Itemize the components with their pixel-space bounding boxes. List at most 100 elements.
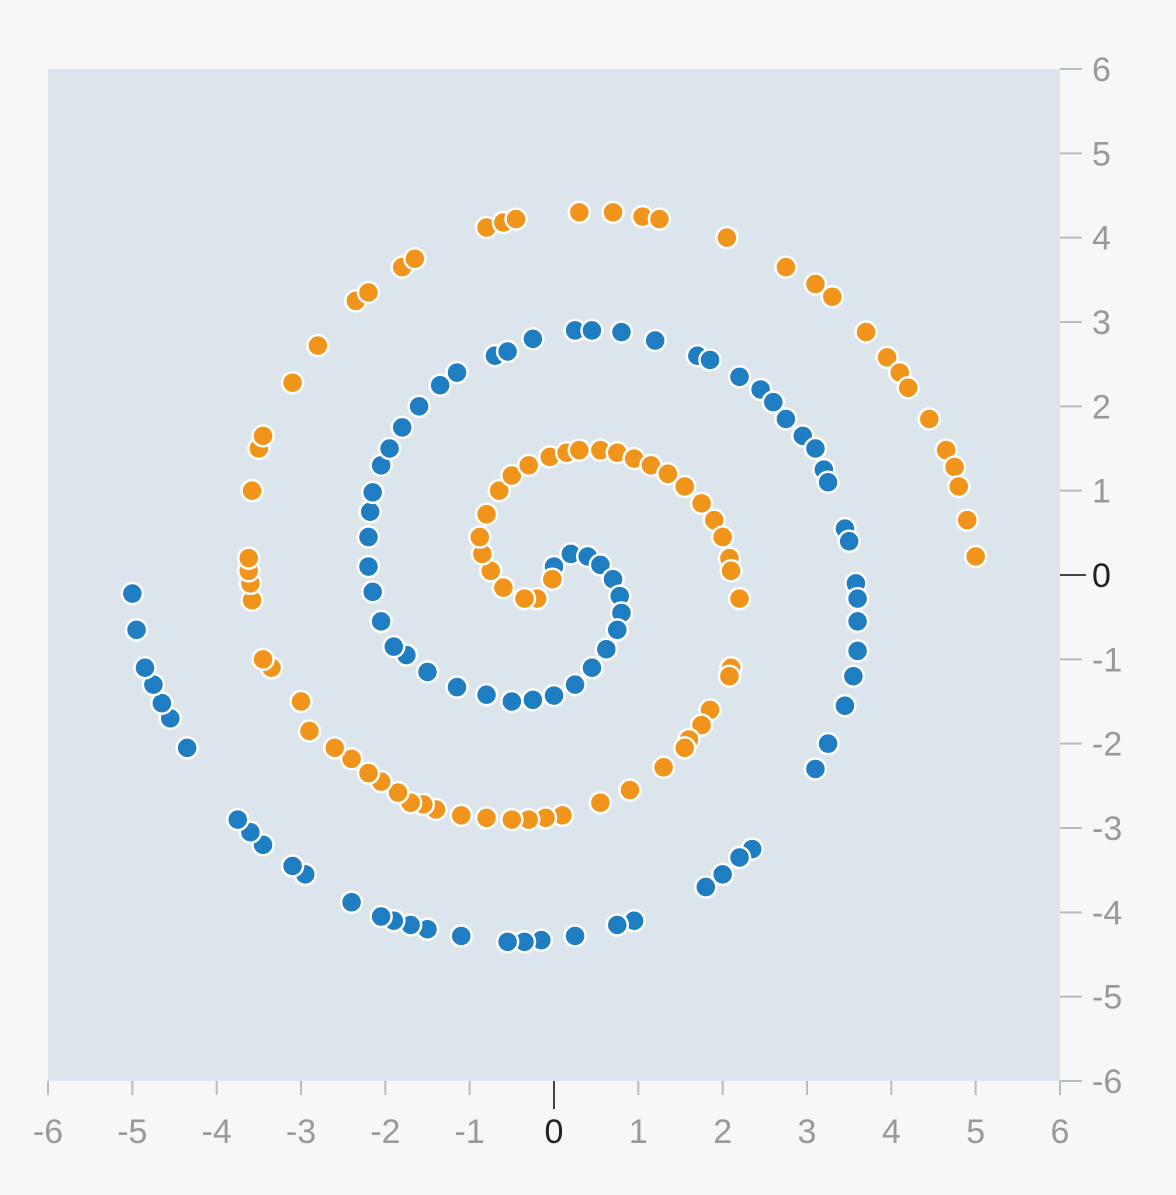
data-point — [698, 348, 722, 372]
y-axis: 6 5 4 3 2 1 0 -1 -2 -3 -4 -5 -6 — [1060, 51, 1122, 1101]
data-point — [563, 672, 587, 697]
data-point — [360, 580, 385, 604]
series-blue — [120, 318, 870, 954]
data-point — [133, 656, 157, 680]
data-point — [306, 333, 330, 358]
data-point — [803, 757, 828, 781]
data-point — [651, 755, 676, 780]
data-point — [449, 924, 473, 948]
x-tick-label: 5 — [966, 1113, 985, 1151]
data-point — [280, 854, 305, 878]
data-point — [594, 637, 619, 661]
x-tick-label: 1 — [629, 1113, 648, 1151]
data-point — [428, 373, 452, 397]
data-point — [322, 736, 347, 760]
data-point — [124, 618, 149, 642]
data-point — [694, 875, 718, 899]
data-point — [580, 318, 604, 343]
data-point — [339, 747, 364, 771]
data-point — [358, 500, 382, 524]
data-point — [605, 913, 629, 937]
data-point — [280, 370, 305, 395]
y-tick-label: -5 — [1092, 979, 1122, 1017]
data-point — [563, 924, 587, 948]
data-point — [717, 664, 742, 688]
data-point — [236, 546, 261, 570]
data-point — [356, 525, 381, 549]
data-point — [382, 634, 406, 659]
data-point — [710, 525, 735, 549]
y-tick-label: 1 — [1092, 473, 1111, 511]
data-point — [504, 207, 528, 231]
data-point — [251, 424, 275, 448]
series-orange — [236, 200, 988, 832]
x-tick-label: -4 — [202, 1113, 232, 1151]
data-point — [356, 554, 381, 579]
data-point — [841, 664, 866, 688]
data-point — [816, 470, 840, 494]
data-point — [468, 525, 492, 549]
x-tick-label: 3 — [798, 1113, 817, 1151]
data-point — [407, 394, 431, 419]
y-tick-label: 4 — [1092, 220, 1111, 258]
data-point — [521, 688, 545, 712]
data-point — [474, 683, 499, 707]
data-point — [445, 675, 469, 699]
data-point — [803, 272, 828, 296]
x-tick-label: 6 — [1051, 1113, 1070, 1151]
data-point — [542, 683, 566, 708]
data-point — [727, 365, 752, 389]
data-point — [567, 438, 592, 462]
y-tick-label: 5 — [1092, 135, 1111, 173]
data-point — [774, 407, 798, 431]
data-point — [727, 586, 752, 611]
data-point — [588, 790, 613, 815]
data-point — [495, 339, 520, 364]
data-point — [672, 736, 697, 760]
data-point — [297, 719, 322, 743]
data-point — [803, 436, 828, 461]
data-point — [942, 455, 967, 479]
data-point — [845, 639, 870, 663]
data-point — [896, 376, 920, 400]
data-point — [474, 806, 499, 830]
x-tick-label: -6 — [33, 1113, 63, 1151]
y-tick-label: -1 — [1092, 641, 1122, 679]
data-point — [567, 200, 592, 225]
data-point — [656, 462, 680, 486]
x-axis: -6 -5 -4 -3 -2 -1 0 1 2 3 4 5 6 — [33, 1081, 1070, 1151]
data-point — [820, 284, 845, 309]
data-point — [251, 647, 275, 672]
data-point — [816, 731, 840, 756]
data-point — [356, 761, 381, 785]
data-point — [845, 609, 870, 634]
data-point — [403, 247, 427, 271]
data-point — [369, 904, 393, 929]
data-point — [500, 689, 524, 714]
data-point — [727, 845, 752, 870]
data-point — [415, 660, 440, 684]
data-point — [947, 474, 971, 499]
x-tick-label: -1 — [455, 1113, 485, 1151]
data-point — [175, 736, 199, 760]
y-tick-label: 2 — [1092, 388, 1111, 426]
data-point — [875, 345, 899, 370]
data-point — [601, 200, 625, 225]
data-point — [854, 320, 878, 344]
y-tick-label: -6 — [1092, 1063, 1122, 1101]
data-point — [495, 930, 520, 954]
data-point — [240, 478, 264, 503]
data-point — [226, 807, 250, 832]
data-point — [377, 436, 402, 461]
data-point — [369, 609, 393, 634]
y-tick-label: -2 — [1092, 726, 1122, 764]
data-point — [845, 586, 870, 611]
data-point — [647, 207, 672, 231]
data-point — [516, 453, 541, 478]
data-point — [386, 780, 410, 805]
data-point — [917, 407, 942, 431]
data-point — [715, 225, 739, 250]
data-point — [521, 327, 545, 351]
data-point — [120, 581, 145, 606]
